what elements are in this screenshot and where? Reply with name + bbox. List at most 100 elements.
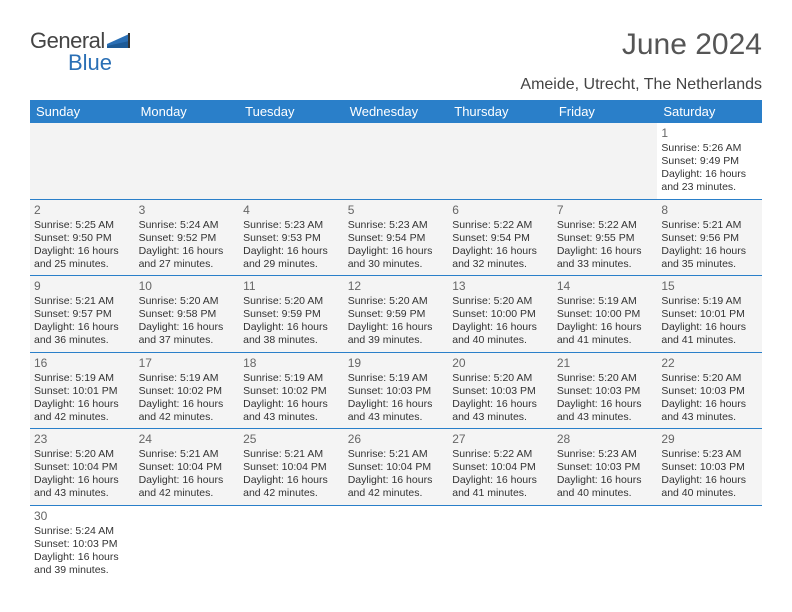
day-detail: and 38 minutes. [243, 334, 340, 347]
day-detail: and 41 minutes. [452, 487, 549, 500]
day-detail: Sunset: 10:04 PM [452, 461, 549, 474]
calendar-cell [239, 505, 344, 581]
day-detail: Daylight: 16 hours [661, 474, 758, 487]
day-number: 24 [139, 432, 236, 447]
day-detail: Sunrise: 5:19 AM [243, 372, 340, 385]
calendar-cell: 16Sunrise: 5:19 AMSunset: 10:01 PMDaylig… [30, 352, 135, 429]
day-detail: Sunrise: 5:24 AM [139, 219, 236, 232]
day-number: 18 [243, 356, 340, 371]
day-detail: Sunset: 10:02 PM [243, 385, 340, 398]
day-detail: Sunrise: 5:21 AM [243, 448, 340, 461]
day-detail: Daylight: 16 hours [452, 474, 549, 487]
calendar-cell: 8Sunrise: 5:21 AMSunset: 9:56 PMDaylight… [657, 199, 762, 276]
calendar-cell [553, 505, 658, 581]
day-detail: and 43 minutes. [452, 411, 549, 424]
calendar-page: General June 2024 Blue Ameide, Utrecht, … [0, 0, 792, 601]
day-detail: Daylight: 16 hours [243, 474, 340, 487]
calendar-row: 9Sunrise: 5:21 AMSunset: 9:57 PMDaylight… [30, 276, 762, 353]
calendar-cell [448, 123, 553, 199]
calendar-cell [657, 505, 762, 581]
calendar-cell: 28Sunrise: 5:23 AMSunset: 10:03 PMDaylig… [553, 429, 658, 506]
day-detail: Sunset: 9:59 PM [348, 308, 445, 321]
day-detail: Sunset: 9:57 PM [34, 308, 131, 321]
day-header: Wednesday [344, 100, 449, 123]
day-detail: Sunset: 10:03 PM [452, 385, 549, 398]
day-number: 6 [452, 203, 549, 218]
day-number: 2 [34, 203, 131, 218]
day-detail: and 39 minutes. [348, 334, 445, 347]
day-detail: Sunset: 10:04 PM [34, 461, 131, 474]
calendar-row: 23Sunrise: 5:20 AMSunset: 10:04 PMDaylig… [30, 429, 762, 506]
day-number: 13 [452, 279, 549, 294]
day-header: Thursday [448, 100, 553, 123]
day-number: 10 [139, 279, 236, 294]
day-detail: and 41 minutes. [661, 334, 758, 347]
day-detail: Sunrise: 5:23 AM [557, 448, 654, 461]
day-detail: Sunrise: 5:23 AM [243, 219, 340, 232]
brand-part2: Blue [68, 50, 112, 75]
day-detail: Daylight: 16 hours [557, 474, 654, 487]
day-detail: Sunrise: 5:19 AM [661, 295, 758, 308]
calendar-cell: 29Sunrise: 5:23 AMSunset: 10:03 PMDaylig… [657, 429, 762, 506]
day-detail: and 40 minutes. [661, 487, 758, 500]
calendar-cell: 9Sunrise: 5:21 AMSunset: 9:57 PMDaylight… [30, 276, 135, 353]
day-detail: Sunset: 9:56 PM [661, 232, 758, 245]
day-detail: and 23 minutes. [661, 181, 758, 194]
day-detail: Sunrise: 5:20 AM [139, 295, 236, 308]
day-detail: Daylight: 16 hours [348, 398, 445, 411]
day-detail: Daylight: 16 hours [557, 245, 654, 258]
calendar-table: Sunday Monday Tuesday Wednesday Thursday… [30, 100, 762, 581]
calendar-cell [448, 505, 553, 581]
calendar-cell [553, 123, 658, 199]
day-detail: Sunrise: 5:20 AM [452, 372, 549, 385]
day-detail: Sunrise: 5:25 AM [34, 219, 131, 232]
calendar-cell: 10Sunrise: 5:20 AMSunset: 9:58 PMDayligh… [135, 276, 240, 353]
day-detail: Daylight: 16 hours [243, 321, 340, 334]
day-detail: Sunset: 10:04 PM [243, 461, 340, 474]
day-detail: Daylight: 16 hours [34, 321, 131, 334]
calendar-cell: 14Sunrise: 5:19 AMSunset: 10:00 PMDaylig… [553, 276, 658, 353]
day-number: 9 [34, 279, 131, 294]
day-number: 14 [557, 279, 654, 294]
day-detail: and 42 minutes. [139, 487, 236, 500]
day-detail: Sunset: 10:01 PM [34, 385, 131, 398]
calendar-cell: 13Sunrise: 5:20 AMSunset: 10:00 PMDaylig… [448, 276, 553, 353]
calendar-cell [135, 123, 240, 199]
calendar-cell: 21Sunrise: 5:20 AMSunset: 10:03 PMDaylig… [553, 352, 658, 429]
day-detail: Daylight: 16 hours [452, 398, 549, 411]
day-detail: Daylight: 16 hours [139, 245, 236, 258]
day-number: 22 [661, 356, 758, 371]
day-detail: and 42 minutes. [243, 487, 340, 500]
calendar-cell: 4Sunrise: 5:23 AMSunset: 9:53 PMDaylight… [239, 199, 344, 276]
calendar-cell: 15Sunrise: 5:19 AMSunset: 10:01 PMDaylig… [657, 276, 762, 353]
day-detail: Sunset: 9:52 PM [139, 232, 236, 245]
day-detail: and 27 minutes. [139, 258, 236, 271]
day-detail: and 42 minutes. [34, 411, 131, 424]
day-detail: Sunset: 10:03 PM [557, 385, 654, 398]
day-number: 21 [557, 356, 654, 371]
day-number: 26 [348, 432, 445, 447]
day-detail: Sunset: 10:03 PM [661, 461, 758, 474]
day-detail: and 43 minutes. [34, 487, 131, 500]
calendar-cell [135, 505, 240, 581]
calendar-cell: 5Sunrise: 5:23 AMSunset: 9:54 PMDaylight… [344, 199, 449, 276]
calendar-cell: 1Sunrise: 5:26 AMSunset: 9:49 PMDaylight… [657, 123, 762, 199]
calendar-cell: 20Sunrise: 5:20 AMSunset: 10:03 PMDaylig… [448, 352, 553, 429]
day-detail: Sunrise: 5:24 AM [34, 525, 131, 538]
day-detail: Sunrise: 5:20 AM [348, 295, 445, 308]
day-detail: Sunset: 10:02 PM [139, 385, 236, 398]
calendar-cell: 11Sunrise: 5:20 AMSunset: 9:59 PMDayligh… [239, 276, 344, 353]
day-number: 8 [661, 203, 758, 218]
day-detail: and 33 minutes. [557, 258, 654, 271]
day-detail: and 43 minutes. [661, 411, 758, 424]
calendar-cell: 22Sunrise: 5:20 AMSunset: 10:03 PMDaylig… [657, 352, 762, 429]
day-detail: Daylight: 16 hours [557, 321, 654, 334]
location-text: Ameide, Utrecht, The Netherlands [30, 76, 762, 94]
day-detail: Daylight: 16 hours [348, 474, 445, 487]
day-detail: Daylight: 16 hours [557, 398, 654, 411]
day-detail: Daylight: 16 hours [34, 551, 131, 564]
calendar-cell: 26Sunrise: 5:21 AMSunset: 10:04 PMDaylig… [344, 429, 449, 506]
day-detail: and 40 minutes. [557, 487, 654, 500]
day-number: 19 [348, 356, 445, 371]
calendar-cell: 24Sunrise: 5:21 AMSunset: 10:04 PMDaylig… [135, 429, 240, 506]
